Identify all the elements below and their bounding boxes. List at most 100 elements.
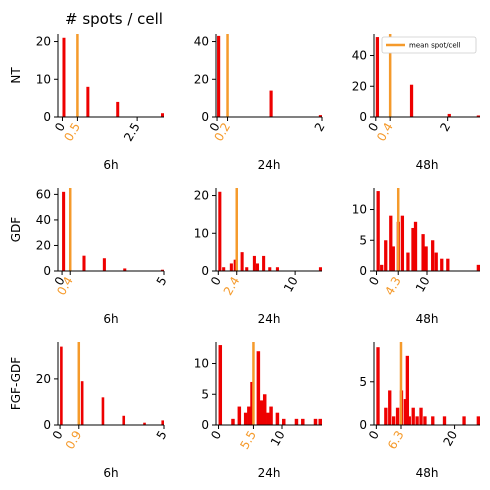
histogram-bar <box>275 412 280 425</box>
y-tick-label: 5 <box>201 387 209 401</box>
x-tick-label: 5 <box>154 274 170 288</box>
y-tick-label: 60 <box>36 187 51 201</box>
condition-label: GDF <box>9 217 23 243</box>
y-tick-label: 0 <box>359 110 367 124</box>
y-tick-label: 0 <box>359 418 367 432</box>
histogram-bar <box>318 115 322 117</box>
histogram-bar <box>218 191 222 271</box>
y-tick-label: 10 <box>194 226 209 240</box>
histogram-bar <box>388 390 392 425</box>
x-tick-label-mean: 4.3 <box>382 274 404 298</box>
histogram-bar <box>413 221 418 271</box>
histogram-bar <box>421 234 425 271</box>
condition-label: NT <box>9 67 23 84</box>
legend-box <box>381 36 477 54</box>
histogram-bar <box>269 90 273 117</box>
x-tick-label: 10 <box>281 274 301 294</box>
histogram-bar <box>240 252 244 271</box>
histogram-bar <box>400 215 405 271</box>
histogram-bar <box>376 191 380 271</box>
histogram-bar <box>434 252 438 271</box>
y-tick-label: 10 <box>352 203 367 217</box>
y-tick-label: 0 <box>201 110 209 124</box>
time-label: 48h <box>416 312 439 326</box>
time-label: 24h <box>258 312 281 326</box>
histogram-bar <box>424 246 428 271</box>
histogram-bar <box>275 267 279 271</box>
histogram-bar <box>259 400 264 425</box>
y-tick-label: 0 <box>359 264 367 278</box>
histogram-bar <box>446 258 450 271</box>
histogram-bar <box>411 407 415 425</box>
y-tick-label: 20 <box>36 238 51 252</box>
x-tick-label: 0 <box>366 428 382 442</box>
histogram-bar <box>62 37 66 117</box>
y-tick-label: 40 <box>194 35 209 49</box>
x-tick-label: 0 <box>208 274 224 288</box>
y-tick-label: 0 <box>43 418 51 432</box>
histogram-bar <box>431 416 435 425</box>
y-tick-label: 5 <box>359 233 367 247</box>
histogram-bar <box>161 420 164 425</box>
histogram-bar <box>122 415 126 425</box>
histogram-bar <box>391 246 395 271</box>
time-label: 24h <box>258 466 281 480</box>
x-tick-label: 20 <box>440 428 460 448</box>
histogram-bar <box>262 394 267 425</box>
histogram-bar <box>80 381 84 425</box>
histogram-bar <box>476 264 480 271</box>
histogram-bar <box>447 113 451 117</box>
x-tick-label-mean: 0.9 <box>63 428 85 452</box>
y-tick-label: 20 <box>352 79 367 93</box>
time-label: 6h <box>103 312 118 326</box>
figure-title: # spots / cell <box>65 10 163 28</box>
condition-label: FGF-GDF <box>9 357 23 410</box>
histogram-bar <box>318 418 322 425</box>
histogram-bar <box>405 355 409 425</box>
histogram-bar <box>247 406 251 425</box>
histogram-bar <box>407 416 411 425</box>
histogram-bar <box>269 406 273 425</box>
histogram-bar <box>237 406 242 425</box>
histogram-bar <box>384 240 388 271</box>
histogram-bar <box>255 263 260 271</box>
histogram-bar <box>423 416 427 425</box>
y-tick-label: 40 <box>352 49 367 63</box>
histogram-bar <box>376 347 380 425</box>
y-tick-label: 10 <box>36 72 51 86</box>
y-tick-label: 0 <box>43 264 51 278</box>
time-label: 6h <box>103 466 118 480</box>
histogram-bar <box>411 227 415 271</box>
histogram-bar <box>282 418 286 425</box>
x-tick-label: 10 <box>268 428 288 448</box>
histogram-bar <box>403 399 408 425</box>
x-tick-label: 0 <box>50 428 66 442</box>
histogram-bar <box>313 418 318 425</box>
x-tick-label-mean: 5.5 <box>237 428 259 452</box>
histogram-bar <box>245 267 249 271</box>
histogram-bar <box>143 422 146 425</box>
x-tick-label: 0 <box>366 274 382 288</box>
histogram-bar <box>395 407 400 425</box>
legend: mean spot/cell <box>381 36 477 54</box>
histogram-bar <box>62 191 66 271</box>
histogram-bar <box>440 258 444 271</box>
histogram-bar <box>419 407 423 425</box>
histogram-bar <box>101 397 105 425</box>
y-tick-label: 20 <box>36 35 51 49</box>
x-tick-label-mean: 0.4 <box>374 120 396 144</box>
histogram-bar <box>442 416 447 425</box>
histogram-bar <box>231 418 235 425</box>
x-tick-label-mean: 0.5 <box>61 120 83 144</box>
y-tick-label: 40 <box>36 213 51 227</box>
x-tick-label: 10 <box>413 274 433 294</box>
histogram-bar <box>250 381 254 425</box>
histogram-bar <box>380 264 384 271</box>
histogram-bar <box>266 412 270 425</box>
